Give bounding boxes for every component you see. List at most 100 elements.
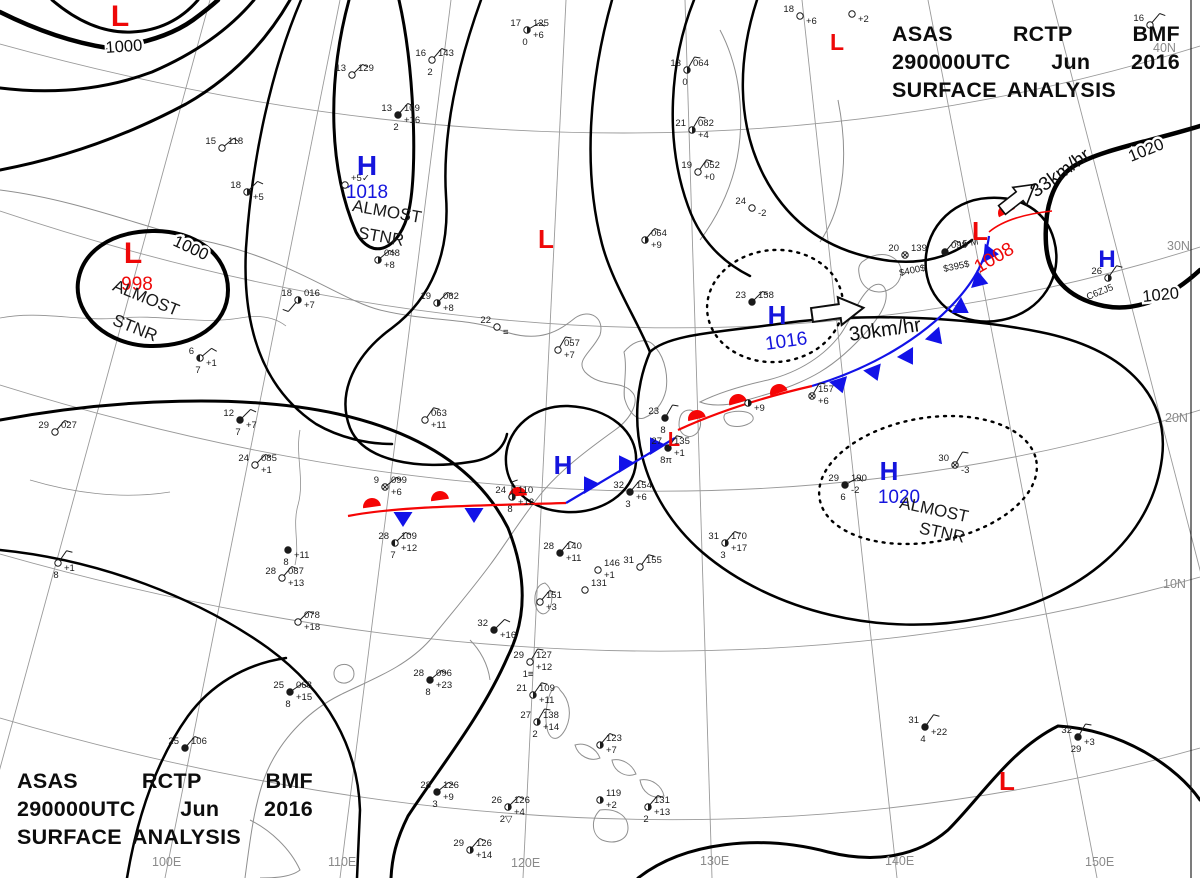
isobar xyxy=(0,548,362,878)
isobar xyxy=(75,228,231,349)
wind-barb-tick xyxy=(405,531,412,536)
station-plot: 9 099+6 xyxy=(374,475,407,498)
coastline xyxy=(858,254,902,293)
station-dewpoint: +1 xyxy=(261,465,272,476)
station-dewpoint: -2 xyxy=(851,485,859,496)
high-center-symbol: H xyxy=(554,450,573,480)
wind-barb-tick xyxy=(64,420,71,424)
title-word: 2016 xyxy=(1130,50,1180,74)
station-dewpoint: +1 xyxy=(604,570,615,581)
station-pressure: 098 xyxy=(951,240,967,251)
station-plot: 31 +22 4 xyxy=(908,714,947,745)
station-dewpoint: +8 xyxy=(443,303,454,314)
station-pressure: 062 xyxy=(443,291,459,302)
station-circle-icon xyxy=(433,788,441,796)
station-temp: 19 xyxy=(681,160,692,171)
coastline xyxy=(698,283,887,406)
station-circle-icon xyxy=(284,546,292,554)
station-temp: 13 xyxy=(670,58,681,69)
station-dewpoint: +1 xyxy=(674,448,685,459)
station-extra: 6 xyxy=(840,492,845,503)
station-plot: 16 xyxy=(1133,13,1166,29)
station-pressure: 125 xyxy=(533,18,549,29)
station-dewpoint: +7 xyxy=(606,745,617,756)
low-center-symbol: L xyxy=(999,766,1015,796)
station-pressure: 170 xyxy=(731,531,747,542)
station-dewpoint: +4 xyxy=(514,807,525,818)
station-half-icon xyxy=(645,236,649,244)
station-temp: 24 xyxy=(735,196,746,207)
isobar xyxy=(636,724,1200,878)
station-half-icon xyxy=(600,796,604,804)
station-circle-icon xyxy=(661,414,669,422)
station-extra: 8π xyxy=(660,455,672,466)
station-dewpoint: +7 xyxy=(564,350,575,361)
station-pressure: 068 xyxy=(296,680,312,691)
cold-front-pip-icon xyxy=(983,243,999,263)
station-extra: 3 xyxy=(432,799,437,810)
high-center-symbol: H xyxy=(768,300,787,330)
station-extra: 2 xyxy=(393,122,398,133)
title-word: BMF xyxy=(1132,22,1180,46)
station-temp: 22 xyxy=(480,315,491,326)
station-pressure: 138 xyxy=(543,710,559,721)
wind-barb-tick xyxy=(609,733,616,737)
station-plot: 21 109+11 xyxy=(516,682,555,706)
station-dewpoint: +15 xyxy=(296,692,312,703)
station-plot: 057+7 xyxy=(554,336,580,361)
station-plot: 29 190-2 6 xyxy=(828,473,866,503)
station-dewpoint: +8 xyxy=(384,260,395,271)
wind-barb-tick xyxy=(257,180,264,185)
station-plot: 29 127+121≡ xyxy=(513,648,552,680)
station-circle-icon xyxy=(1074,733,1082,741)
meridian-line xyxy=(164,0,341,878)
isobar xyxy=(344,0,509,467)
station-temp: 18 xyxy=(281,288,292,299)
station-plot: 18 +5 xyxy=(230,180,263,203)
warm-front-northeast-line xyxy=(988,210,1053,233)
station-temp: 31 xyxy=(708,531,719,542)
station-half-icon xyxy=(512,493,516,501)
ship-report-fragment: C6ZJ5 xyxy=(1085,282,1115,303)
station-dewpoint: +7 xyxy=(304,300,315,311)
station-dewpoint: +6 xyxy=(636,492,647,503)
station-pressure: 155 xyxy=(646,555,662,566)
title-word: SURFACE xyxy=(892,78,997,102)
station-temp: 18 xyxy=(230,180,241,191)
station-dewpoint: -2 xyxy=(758,208,766,219)
title-line-1: ASAS RCTP BMF xyxy=(892,20,1180,48)
wind-barb-tick xyxy=(448,781,454,786)
station-dewpoint: +18 xyxy=(304,622,320,633)
station-temp: 24 xyxy=(495,485,506,496)
station-circle-icon xyxy=(428,56,436,64)
station-pressure: 131 xyxy=(654,795,670,806)
wind-barb-tick xyxy=(962,451,969,454)
station-circle-icon xyxy=(664,444,672,452)
station-half-icon xyxy=(298,296,302,304)
high-center-symbol: H xyxy=(880,456,899,486)
station-temp: 27 xyxy=(651,436,662,447)
station-pressure: 140 xyxy=(566,541,582,552)
station-circle-icon xyxy=(294,618,302,626)
station-dewpoint: +12 xyxy=(536,662,552,673)
station-pressure: 048 xyxy=(384,248,400,259)
wind-barb-tick xyxy=(250,408,257,413)
station-temp: 32 xyxy=(613,480,624,491)
station-plot: 32 +329 xyxy=(1061,723,1095,755)
station-temp: 28 xyxy=(543,541,554,552)
station-pressure: 127 xyxy=(536,650,552,661)
motion-arrow-icon xyxy=(997,183,1037,216)
river-line xyxy=(294,429,301,566)
station-temp: 29 xyxy=(38,420,49,431)
station-pressure: 099 xyxy=(391,475,407,486)
station-plot: 23 158 xyxy=(735,290,774,306)
station-temp: 31 xyxy=(908,715,919,726)
wind-barb-tick xyxy=(1085,723,1092,726)
station-plot: 238 xyxy=(648,404,679,436)
station-half-icon xyxy=(748,399,752,407)
coastline xyxy=(623,340,668,419)
motion-speed-label: 33km/hr xyxy=(1027,144,1095,202)
station-circle-icon xyxy=(748,298,756,306)
wind-barb-tick xyxy=(954,240,961,244)
